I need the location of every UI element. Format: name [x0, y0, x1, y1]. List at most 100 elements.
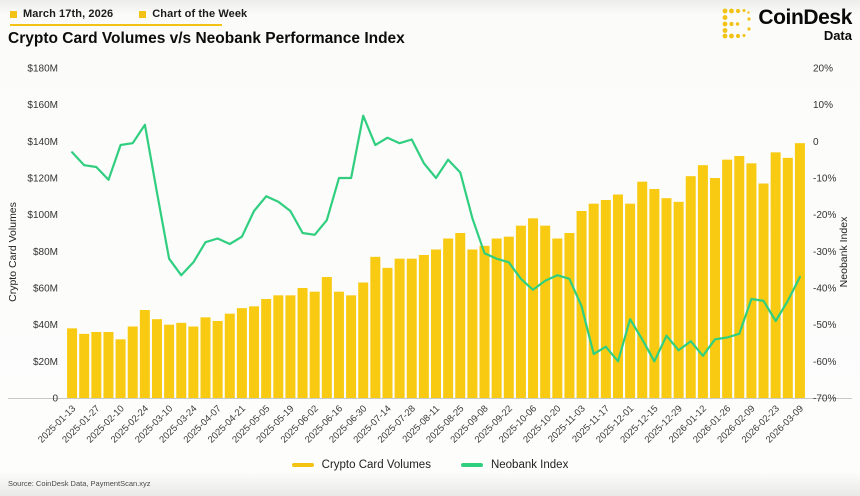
page-title: Crypto Card Volumes v/s Neobank Performa…: [8, 30, 405, 47]
bar: [382, 267, 393, 398]
bar: [188, 326, 199, 398]
coindesk-logo: CoinDesk Data: [721, 7, 852, 43]
bar: [673, 201, 684, 398]
legend-label-neobank-index: Neobank Index: [490, 459, 569, 471]
bar: [564, 233, 575, 398]
bar: [151, 319, 162, 398]
bar: [418, 255, 429, 398]
y-axis-tick-left: $20M: [33, 357, 58, 368]
bar: [600, 200, 611, 398]
bar: [649, 189, 660, 398]
bar: [394, 258, 405, 398]
bar: [782, 157, 793, 398]
bar: [697, 165, 708, 398]
y-axis-tick-left: $80M: [33, 247, 58, 258]
source-note: Source: CoinDesk Data, PaymentScan.xyz: [8, 479, 151, 488]
bar: [588, 203, 599, 398]
bar: [91, 332, 102, 398]
bar: [758, 183, 769, 398]
y-axis-tick-right: 20%: [813, 64, 833, 75]
bar: [224, 313, 235, 398]
bar: [552, 238, 563, 398]
bar: [176, 322, 187, 398]
y-axis-tick-right: -40%: [813, 284, 836, 295]
bar: [431, 249, 441, 398]
bar: [370, 256, 381, 398]
bar: [200, 317, 211, 398]
bar: [212, 321, 223, 398]
bar: [612, 194, 623, 398]
legend-item-neobank-index: Neobank Index: [460, 459, 569, 471]
bar: [297, 288, 308, 398]
neobank-index-line: [70, 114, 802, 363]
bar: [661, 198, 672, 398]
bar: [479, 245, 490, 398]
bar: [794, 143, 805, 398]
bullet-square-icon: [10, 10, 17, 18]
bar: [309, 291, 320, 398]
bar: [261, 299, 272, 398]
coindesk-mark-icon: [722, 8, 751, 39]
y-axis-tick-right: -30%: [813, 247, 836, 258]
bar: [139, 310, 150, 398]
bar: [103, 332, 114, 398]
bar: [455, 233, 466, 398]
bar: [321, 277, 332, 398]
header-series: Chart of the Week: [139, 8, 247, 20]
bar: [346, 295, 357, 398]
y-axis-tick-right: -60%: [813, 357, 836, 368]
y-axis-tick-right: -20%: [813, 210, 836, 221]
bar: [333, 291, 344, 398]
legend: Crypto Card Volumes Neobank Index: [0, 459, 860, 471]
bar: [236, 308, 247, 398]
y-axis-tick-left: $100M: [27, 210, 58, 221]
bar: [491, 238, 502, 398]
bar: [443, 238, 454, 398]
bar: [467, 249, 478, 398]
bar: [127, 326, 138, 398]
y-axis-tick-left: 0: [52, 394, 58, 405]
y-axis-tick-left: $180M: [27, 64, 58, 75]
bar: [685, 176, 696, 398]
y-axis-tick-left: $140M: [27, 137, 58, 148]
header-series-label: Chart of the Week: [152, 8, 248, 20]
bar: [79, 333, 90, 398]
bar: [164, 324, 175, 398]
bar: [710, 178, 721, 398]
y-axis-tick-left: $60M: [33, 284, 58, 295]
bar: [249, 306, 260, 398]
y-axis-tick-left: $160M: [27, 100, 58, 111]
legend-swatch-green: [460, 463, 483, 467]
y-axis-tick-right: -10%: [813, 174, 836, 185]
left-axis-title: Crypto Card Volumes: [7, 202, 19, 302]
bar: [115, 339, 126, 398]
bar: [637, 181, 648, 398]
bar: [285, 295, 296, 398]
bar: [503, 236, 514, 398]
bar: [770, 152, 781, 398]
header-date: March 17th, 2026: [10, 8, 113, 20]
bar: [67, 328, 78, 398]
y-axis-tick-left: $40M: [33, 320, 58, 331]
bar: [528, 218, 539, 398]
bar: [273, 295, 284, 398]
y-axis-tick-left: $120M: [27, 174, 58, 185]
brand-name: CoinDesk: [758, 6, 852, 29]
bullet-square-icon: [139, 10, 147, 18]
y-axis-tick-right: -70%: [813, 394, 836, 405]
header-row: March 17th, 2026 Chart of the Week: [10, 8, 247, 20]
legend-swatch-yellow: [291, 463, 314, 467]
y-axis-tick-right: 0: [813, 137, 819, 148]
right-axis-title: Neobank Index: [838, 216, 850, 287]
bar: [722, 159, 733, 398]
bar: [540, 225, 551, 398]
bar: [625, 203, 636, 398]
bar: [515, 225, 526, 398]
brand-sub: Data: [823, 28, 852, 43]
header-underline: [10, 24, 222, 26]
y-axis-tick-right: 10%: [813, 100, 833, 111]
bar: [734, 156, 745, 398]
bar: [358, 282, 369, 398]
header-date-label: March 17th, 2026: [23, 8, 114, 20]
